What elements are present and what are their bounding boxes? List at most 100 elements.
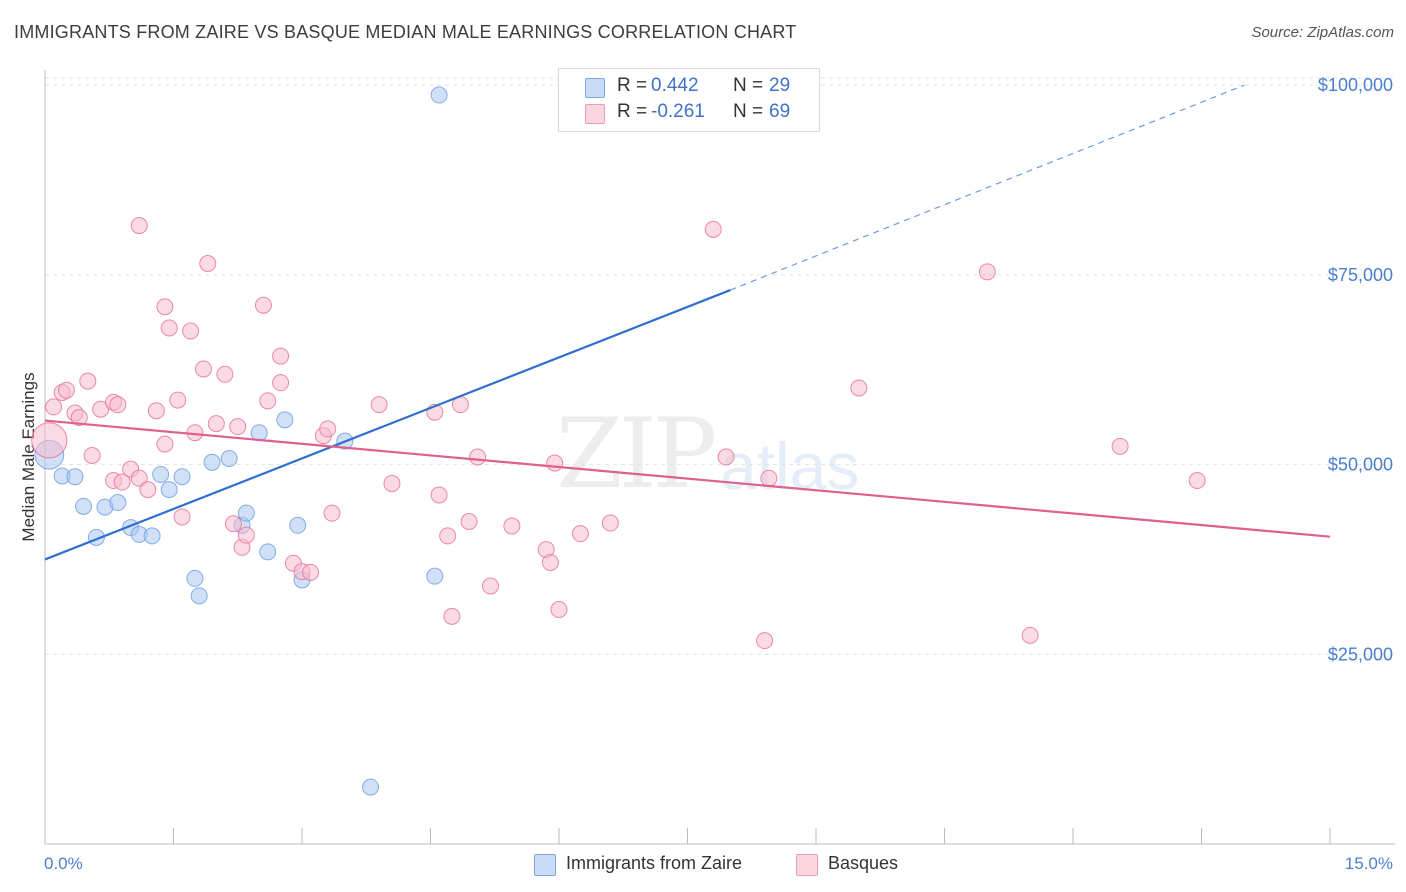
zaire-point <box>160 481 178 499</box>
basque-point <box>254 296 272 314</box>
zaire-point <box>75 497 93 515</box>
basque-point <box>323 504 341 522</box>
legend-n-label: N = <box>733 75 764 96</box>
basque-trend-line <box>44 419 1331 538</box>
bottom-legend-swatch-zaire <box>534 854 556 876</box>
basque-point <box>229 418 247 436</box>
basque-point <box>469 448 487 466</box>
zaire-trend-extension <box>730 84 1245 291</box>
basque-point <box>756 632 774 650</box>
basque-point <box>259 392 277 410</box>
watermark-atlas: atlas <box>720 429 860 503</box>
legend-n-label: N = <box>733 101 764 122</box>
basque-point <box>113 473 131 491</box>
legend-r-label: R = <box>617 75 648 96</box>
basque-point <box>216 365 234 383</box>
basque-point <box>130 217 148 235</box>
zaire-point <box>259 543 277 561</box>
zaire-point <box>143 527 161 545</box>
bottom-legend-zaire: Immigrants from Zaire <box>534 852 774 876</box>
zaire-point <box>203 453 221 471</box>
basque-point <box>173 508 191 526</box>
zaire-point <box>276 411 294 429</box>
basque-point <box>850 379 868 397</box>
legend-swatch-zaire <box>585 78 605 98</box>
basque-point <box>109 396 127 414</box>
basque-point <box>224 515 242 533</box>
basque-point <box>978 263 996 281</box>
y-tick-label: $100,000 <box>1318 75 1393 95</box>
basque-point <box>182 322 200 340</box>
y-tick-label: $25,000 <box>1328 644 1393 664</box>
source-credit: Source: ZipAtlas.com <box>1251 24 1394 41</box>
basque-point <box>319 420 337 438</box>
basque-point <box>1021 626 1039 644</box>
bottom-legend-label-zaire: Immigrants from Zaire <box>566 853 743 873</box>
basque-point <box>147 402 165 420</box>
bottom-legend-basques: Basques <box>796 852 926 876</box>
zaire-point <box>426 567 444 585</box>
zaire-point <box>362 778 380 796</box>
zaire-trend-line <box>44 289 731 561</box>
basque-point <box>302 563 320 581</box>
correlation-legend: R = 0.442 N = 29 R = -0.261 N = 69 <box>558 68 820 132</box>
y-tick-label: $75,000 <box>1328 265 1393 285</box>
zaire-point <box>66 468 84 486</box>
basque-point <box>130 469 148 487</box>
zaire-point <box>173 468 191 486</box>
basque-point <box>237 526 255 544</box>
basque-point <box>704 220 722 238</box>
basque-point <box>571 525 589 543</box>
basque-point <box>70 409 88 427</box>
basque-point <box>272 374 290 392</box>
basque-point <box>194 360 212 378</box>
zaire-point <box>109 494 127 512</box>
basque-point <box>31 422 68 459</box>
zaire-point <box>186 569 204 587</box>
basque-point <box>139 481 157 499</box>
y-axis-label: Median Male Earnings <box>19 372 38 541</box>
basque-point <box>272 347 290 365</box>
basque-point <box>481 577 499 595</box>
basque-point <box>717 448 735 466</box>
legend-r-value: -0.261 <box>651 101 705 122</box>
legend-n-value: 29 <box>769 75 791 96</box>
basque-point <box>169 391 187 409</box>
zaire-point <box>430 86 448 104</box>
basque-point <box>45 398 63 416</box>
basque-point <box>160 319 178 337</box>
basque-point <box>760 469 778 487</box>
y-tick-label: $50,000 <box>1328 455 1393 475</box>
basque-point <box>443 607 461 625</box>
zaire-point <box>237 504 255 522</box>
x-tick-label: 0.0% <box>44 854 83 873</box>
basque-point <box>430 486 448 504</box>
basque-point <box>460 513 478 530</box>
basque-point <box>370 396 388 414</box>
zaire-point <box>152 465 170 483</box>
legend-r-label: R = <box>617 101 648 122</box>
basque-point <box>546 454 564 472</box>
basque-point <box>207 415 225 433</box>
basque-point <box>1188 472 1206 490</box>
basque-point <box>156 435 174 453</box>
zaire-point <box>220 450 238 468</box>
basque-point <box>1111 437 1129 455</box>
basque-point <box>439 527 457 545</box>
chart-title: IMMIGRANTS FROM ZAIRE VS BASQUE MEDIAN M… <box>14 22 797 42</box>
x-tick-label: 15.0% <box>1345 854 1393 873</box>
bottom-legend-swatch-basques <box>796 854 818 876</box>
basque-point <box>57 381 75 399</box>
legend-swatch-basques <box>585 104 605 124</box>
basque-point <box>383 475 401 493</box>
basque-point <box>601 514 619 532</box>
legend-r-value: 0.442 <box>651 75 699 96</box>
zaire-point <box>289 516 307 534</box>
basque-point <box>156 298 174 316</box>
legend-n-value: 69 <box>769 101 791 122</box>
bottom-legend-label-basques: Basques <box>828 853 899 873</box>
basque-point <box>79 372 97 390</box>
basque-point <box>541 553 559 571</box>
basque-point <box>503 517 521 535</box>
